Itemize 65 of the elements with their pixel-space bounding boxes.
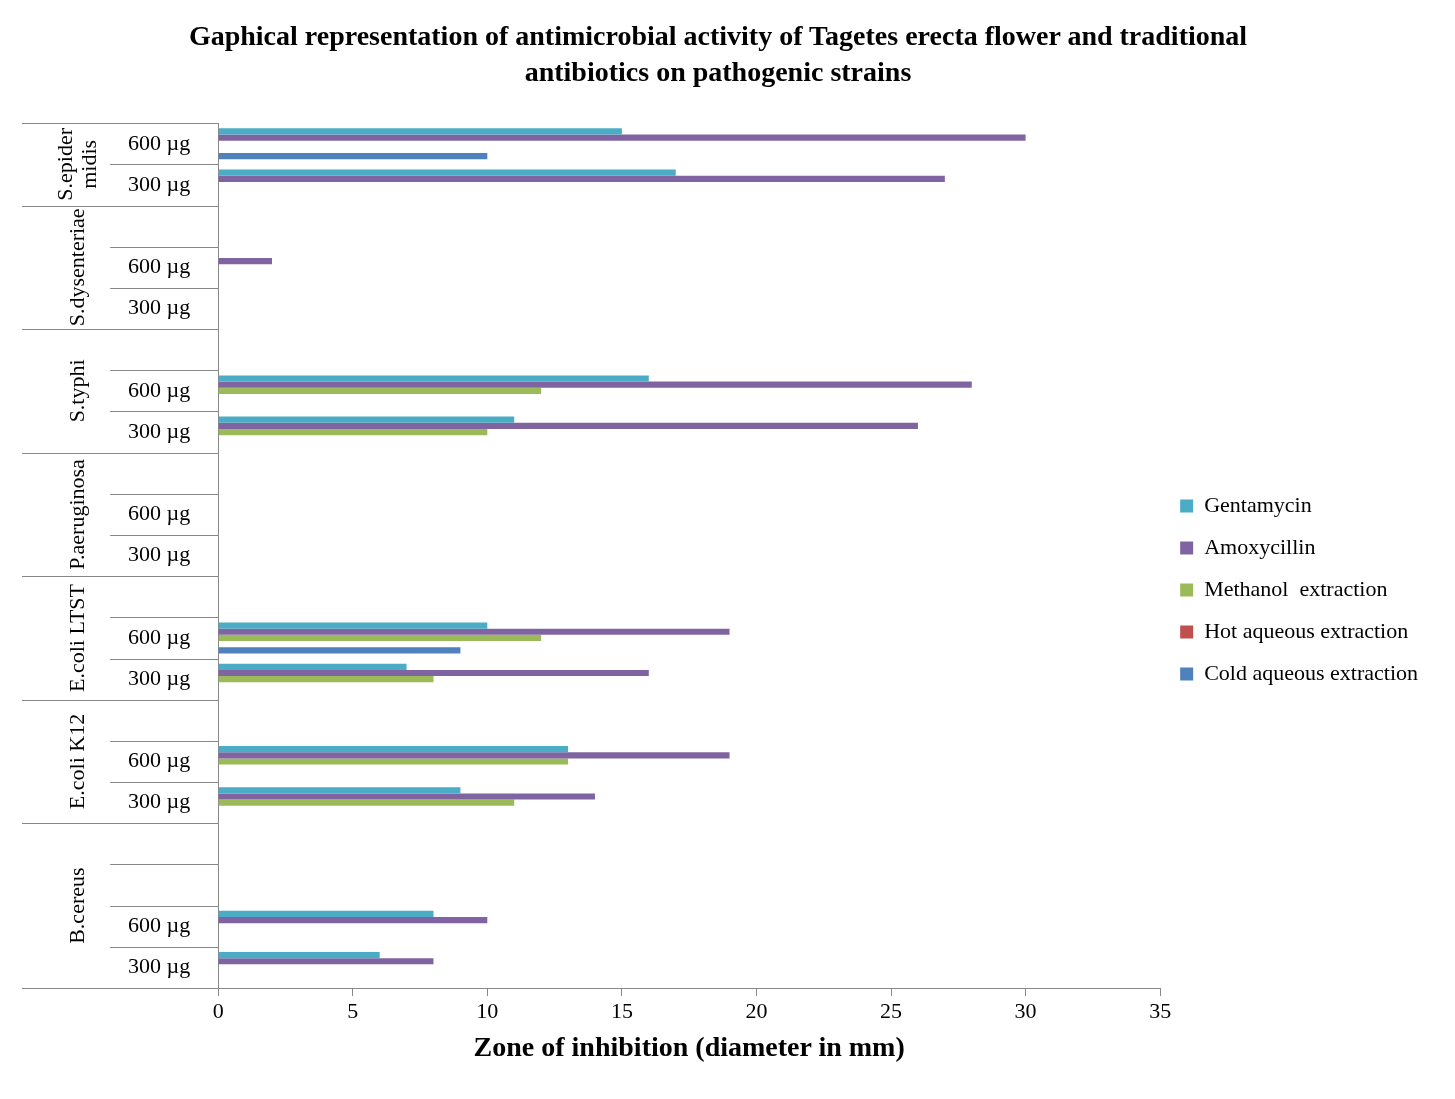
x-tick-label: 0 <box>212 997 224 1023</box>
bar <box>218 916 488 924</box>
bar <box>218 622 488 629</box>
bar <box>218 910 434 917</box>
x-axis-title: Zone of inhibition (diameter in mm) <box>473 1031 905 1063</box>
bar <box>218 752 730 759</box>
bar <box>218 175 945 182</box>
bar <box>218 134 1026 141</box>
legend-label: Cold aqueous extraction <box>1204 659 1419 685</box>
bar <box>218 258 272 265</box>
x-tick-label: 35 <box>1149 997 1172 1023</box>
bar <box>218 416 515 423</box>
y-tick-label: 300 µg <box>127 664 191 690</box>
bar <box>218 647 461 654</box>
bar <box>218 428 488 436</box>
y-tick-label: 300 µg <box>127 417 191 443</box>
legend-label: Hot aqueous extraction <box>1204 617 1409 643</box>
bar <box>218 676 434 683</box>
legend-label: Methanol extraction <box>1204 575 1388 601</box>
y-tick-label: 600 µg <box>127 129 191 155</box>
x-tick-label: 30 <box>1014 997 1037 1023</box>
bar <box>218 758 569 765</box>
bar <box>218 153 488 160</box>
bar <box>218 628 730 635</box>
bar <box>218 634 542 642</box>
text: B.cereus <box>63 867 89 944</box>
bar <box>218 951 380 959</box>
y-tick-label: 600 µg <box>127 747 191 773</box>
y-tick-label: 600 µg <box>127 376 191 402</box>
y-tick-label: 300 µg <box>127 170 191 196</box>
y-tick-label: 300 µg <box>127 788 191 814</box>
y-tick-label: 600 µg <box>127 500 191 526</box>
bar <box>218 669 649 677</box>
text: S.typhi <box>63 359 89 423</box>
bar <box>218 128 622 135</box>
bar <box>218 422 918 429</box>
text: S.dysenteriae <box>63 208 89 327</box>
legend-label: Gentamycin <box>1204 491 1312 517</box>
x-tick-label: 10 <box>476 997 499 1023</box>
text: E.coli K12 <box>63 713 89 810</box>
bar <box>218 375 649 382</box>
bar <box>218 169 676 176</box>
y-tick-label: 300 µg <box>127 294 191 320</box>
y-tick-label: 300 µg <box>127 953 191 979</box>
bar <box>218 793 595 800</box>
y-tick-label: 600 µg <box>127 253 191 279</box>
x-tick-label: 20 <box>745 997 768 1023</box>
chart-title: Gaphical representation of antimicrobial activity of Tagetes erecta flower and traditional antibiotics on pathogenic strains <box>187 19 1249 89</box>
text: P.aeruginosa <box>63 458 89 570</box>
y-tick-label: 600 µg <box>127 912 191 938</box>
bar <box>218 746 569 753</box>
x-tick-label: 25 <box>880 997 903 1023</box>
bar <box>218 663 407 670</box>
x-tick-label: 15 <box>610 997 633 1023</box>
bar <box>218 787 461 794</box>
bar <box>218 799 515 806</box>
y-tick-label: 300 µg <box>127 541 191 567</box>
text: S.epidermidis <box>51 127 101 201</box>
text: E.coli LTST <box>63 583 89 692</box>
bar <box>218 387 542 394</box>
bar <box>218 381 972 388</box>
x-tick-label: 5 <box>347 997 359 1023</box>
y-tick-label: 600 µg <box>127 623 191 649</box>
legend-label: Amoxycillin <box>1204 533 1316 559</box>
bar <box>218 958 434 965</box>
